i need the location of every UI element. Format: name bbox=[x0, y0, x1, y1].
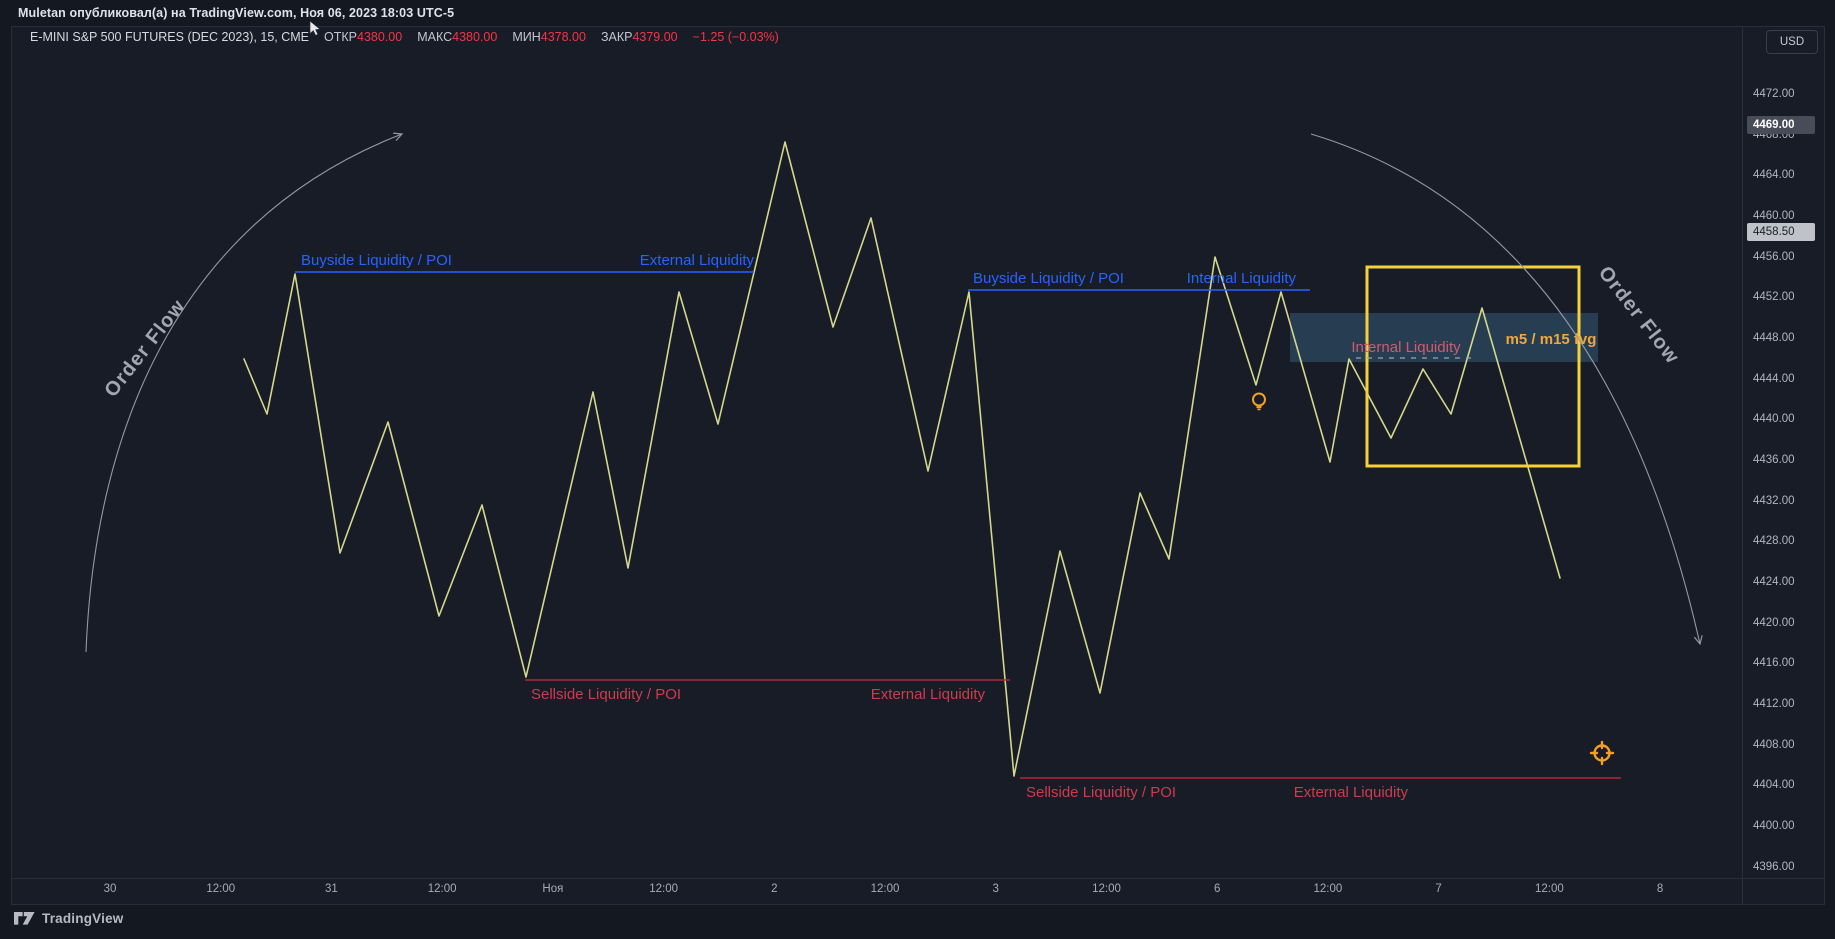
price-tick: 4448.00 bbox=[1753, 331, 1795, 344]
price-tick: 4408.00 bbox=[1753, 738, 1795, 751]
time-tick: 30 bbox=[103, 883, 117, 895]
time-tick: 12:00 bbox=[206, 883, 236, 895]
ohlc-high-label: МАКС bbox=[417, 30, 453, 44]
time-tick: 12:00 bbox=[1092, 883, 1121, 895]
ohlc-high: МАКС4380.00 bbox=[417, 30, 497, 44]
ohlc-high-value: 4380.00 bbox=[452, 30, 498, 44]
poi-target-box[interactable] bbox=[1365, 265, 1581, 468]
sellside-liquidity-poi-label-1[interactable]: Sellside Liquidity / POI bbox=[531, 686, 681, 703]
time-tick: Ноя bbox=[542, 883, 564, 895]
change-value: −1.25 (−0.03%) bbox=[692, 30, 779, 44]
price-scale-separator bbox=[1742, 26, 1743, 905]
buyside-liquidity-poi-label-1[interactable]: Buyside Liquidity / POI bbox=[301, 252, 452, 269]
ohlc-open-label: ОТКР bbox=[324, 30, 358, 44]
buyside-liquidity-poi-label-2[interactable]: Buyside Liquidity / POI bbox=[973, 270, 1124, 287]
time-tick: 12:00 bbox=[1313, 883, 1343, 895]
price-tick: 4456.00 bbox=[1753, 250, 1795, 263]
mouse-cursor-icon bbox=[309, 20, 321, 36]
price-tick: 4396.00 bbox=[1753, 860, 1795, 873]
price-tick: 4452.00 bbox=[1753, 291, 1795, 304]
time-tick: 31 bbox=[325, 883, 338, 895]
fvg-zone-box[interactable] bbox=[1290, 313, 1598, 362]
price-tick: 4464.00 bbox=[1753, 169, 1795, 182]
price-tick: 4472.00 bbox=[1753, 88, 1795, 100]
price-tick: 4432.00 bbox=[1753, 494, 1795, 507]
price-tick: 4436.00 bbox=[1753, 453, 1795, 466]
ohlc-close: ЗАКР4379.00 bbox=[601, 30, 678, 44]
sellside-liquidity-poi-label-2[interactable]: Sellside Liquidity / POI bbox=[1026, 784, 1176, 801]
time-tick: 8 bbox=[1656, 883, 1664, 895]
price-tick: 4444.00 bbox=[1753, 372, 1795, 385]
order-flow-label-left[interactable]: Order Flow bbox=[100, 295, 190, 401]
ohlc-close-value: 4379.00 bbox=[632, 30, 678, 44]
tradingview-logo-text: TradingView bbox=[42, 911, 124, 926]
lightbulb-icon[interactable] bbox=[1252, 392, 1266, 411]
ohlc-low-label: МИН bbox=[512, 30, 541, 44]
tradingview-logo-icon bbox=[14, 912, 35, 925]
time-tick: 2 bbox=[771, 883, 778, 895]
internal-liquidity-label-blue[interactable]: Internal Liquidity bbox=[1187, 270, 1297, 287]
price-tick: 4412.00 bbox=[1753, 697, 1795, 710]
price-tick: 4440.00 bbox=[1753, 413, 1795, 426]
ohlc-low-value: 4378.00 bbox=[540, 30, 586, 44]
price-tick: 4416.00 bbox=[1753, 657, 1795, 670]
ohlc-open-value: 4380.00 bbox=[357, 30, 403, 44]
time-tick: 12:00 bbox=[427, 883, 457, 895]
ohlc-open: ОТКР4380.00 bbox=[324, 30, 402, 44]
price-tick: 4420.00 bbox=[1753, 616, 1795, 629]
ohlc-low: МИН4378.00 bbox=[512, 30, 586, 44]
price-tick: 4428.00 bbox=[1753, 535, 1795, 548]
external-liquidity-label-1[interactable]: External Liquidity bbox=[640, 252, 755, 269]
external-liquidity-label-2[interactable]: External Liquidity bbox=[871, 686, 986, 703]
time-tick: 12:00 bbox=[649, 883, 678, 895]
time-tick: 3 bbox=[992, 883, 999, 895]
symbol-title[interactable]: E-MINI S&P 500 FUTURES (DEC 2023), 15, C… bbox=[30, 30, 310, 44]
order-flow-arc-right[interactable] bbox=[1310, 133, 1703, 646]
tradingview-logo[interactable]: TradingView bbox=[14, 911, 123, 926]
order-flow-label-right[interactable]: Order Flow bbox=[1594, 262, 1684, 368]
target-icon[interactable] bbox=[1589, 740, 1615, 766]
publish-info: Muletan опубликовал(а) на TradingView.co… bbox=[18, 6, 455, 20]
time-tick: 12:00 bbox=[870, 883, 900, 895]
price-tick: 4460.00 bbox=[1753, 209, 1795, 222]
time-tick: 7 bbox=[1435, 883, 1442, 895]
price-tick: 4404.00 bbox=[1753, 779, 1795, 792]
last-price-marker: 4469.00 bbox=[1747, 116, 1815, 135]
order-flow-arc-left[interactable] bbox=[85, 132, 404, 653]
internal-liquidity-label-pink[interactable]: Internal Liquidity bbox=[1351, 339, 1461, 356]
time-scale-separator bbox=[11, 878, 1825, 879]
secondary-price-marker: 4458.50 bbox=[1747, 223, 1815, 242]
price-line bbox=[243, 141, 1561, 777]
currency-button[interactable]: USD bbox=[1766, 30, 1818, 54]
price-tick: 4400.00 bbox=[1753, 819, 1795, 832]
ohlc-close-label: ЗАКР bbox=[600, 30, 633, 44]
fvg-label[interactable]: m5 / m15 fvg bbox=[1506, 331, 1597, 348]
time-tick: 6 bbox=[1213, 883, 1221, 895]
external-liquidity-label-3[interactable]: External Liquidity bbox=[1294, 784, 1409, 801]
time-tick: 12:00 bbox=[1534, 883, 1564, 895]
legend: E-MINI S&P 500 FUTURES (DEC 2023), 15, C… bbox=[30, 30, 779, 44]
price-tick: 4424.00 bbox=[1753, 575, 1795, 588]
